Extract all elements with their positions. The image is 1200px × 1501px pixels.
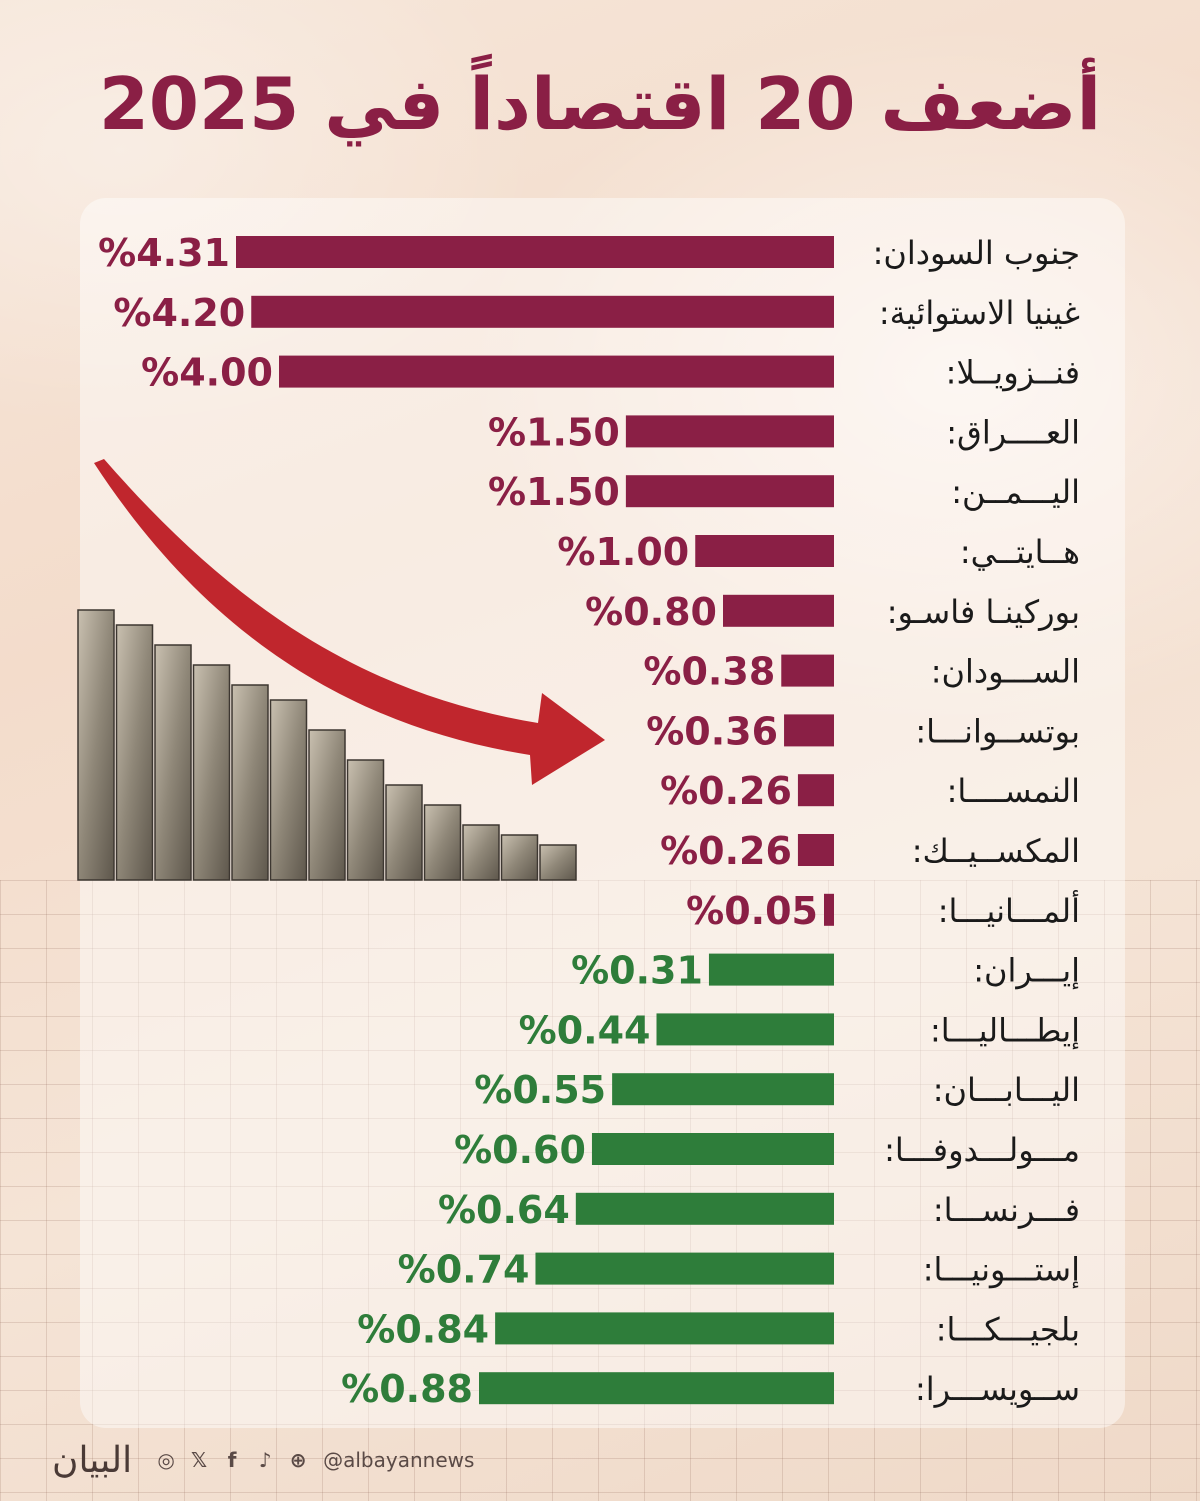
bar-15: [591, 1133, 834, 1165]
category-label-16: فـــرنســـا:: [933, 1191, 1080, 1229]
value-label-14: %0.55: [474, 1068, 606, 1112]
bar-13: [656, 1013, 834, 1046]
value-label-6: %0.80: [585, 590, 717, 634]
bar-5: [695, 535, 834, 567]
value-label-7: %0.38: [643, 650, 775, 694]
category-label-5: هــايتــي:: [960, 533, 1080, 571]
category-label-14: اليـــابـــان:: [933, 1071, 1080, 1109]
money-bar-3: [192, 664, 231, 881]
value-label-2: %4.00: [141, 351, 273, 395]
category-label-7: الســـودان:: [931, 653, 1080, 691]
bar-0: [236, 236, 834, 268]
down-arrow-icon: [94, 459, 605, 785]
money-bar-6: [308, 729, 346, 881]
social-handle[interactable]: @albayannews: [323, 1448, 475, 1472]
money-bar-4: [231, 684, 269, 881]
bar-18: [495, 1312, 834, 1345]
money-bar-5: [269, 699, 308, 881]
bar-12: [708, 953, 834, 986]
x-icon[interactable]: 𝕏: [191, 1448, 208, 1472]
category-label-19: ســويســـرا:: [915, 1370, 1080, 1408]
money-bar-0: [77, 609, 115, 881]
category-label-9: النمســــا:: [947, 772, 1080, 810]
category-label-1: غينيا الاستوائية:: [879, 294, 1080, 332]
bar-1: [251, 295, 834, 328]
bar-9: [797, 774, 834, 807]
value-label-17: %0.74: [398, 1248, 530, 1292]
value-label-1: %4.20: [113, 291, 245, 335]
value-label-10: %0.26: [660, 829, 792, 873]
bar-19: [479, 1372, 834, 1405]
social-icons: ◎ 𝕏 f ♪ ⊕ @albayannews: [154, 1448, 474, 1472]
bar-7: [781, 654, 834, 687]
facebook-icon[interactable]: f: [227, 1448, 237, 1472]
money-bar-2: [154, 644, 192, 881]
value-label-8: %0.36: [646, 709, 778, 753]
value-label-15: %0.60: [454, 1128, 586, 1172]
money-bar-10: [462, 824, 500, 881]
category-label-4: اليـــمــن:: [951, 473, 1080, 511]
category-label-0: جنوب السودان:: [873, 234, 1080, 272]
money-bars-illustration: [77, 609, 577, 881]
category-label-3: العــــراق:: [946, 413, 1080, 451]
bar-16: [575, 1192, 834, 1225]
value-label-13: %0.44: [519, 1008, 651, 1052]
bar-4: [625, 475, 834, 508]
category-label-12: إيـــران:: [973, 952, 1080, 990]
globe-icon[interactable]: ⊕: [289, 1448, 307, 1472]
footer: البيان ◎ 𝕏 f ♪ ⊕ @albayannews: [52, 1439, 474, 1481]
money-bar-7: [346, 759, 385, 881]
value-label-19: %0.88: [341, 1367, 473, 1411]
tiktok-icon[interactable]: ♪: [258, 1448, 272, 1472]
money-bar-9: [423, 804, 462, 881]
value-label-18: %0.84: [357, 1307, 489, 1351]
value-label-11: %0.05: [686, 889, 818, 933]
category-label-6: بوركينـا فاسـو:: [887, 593, 1080, 631]
value-label-0: %4.31: [98, 231, 230, 275]
value-label-3: %1.50: [488, 410, 620, 454]
bar-10: [797, 834, 834, 866]
value-label-12: %0.31: [571, 949, 703, 993]
value-label-16: %0.64: [438, 1188, 570, 1232]
bar-14: [612, 1073, 834, 1106]
value-label-5: %1.00: [557, 530, 689, 574]
category-label-11: ألمـــانيـــا:: [938, 890, 1080, 930]
bar-8: [784, 714, 834, 747]
money-bar-8: [385, 784, 423, 881]
brand-logo: البيان: [52, 1439, 133, 1481]
category-label-10: المكســيــك:: [912, 832, 1080, 870]
bar-11: [824, 893, 834, 926]
bar-2: [279, 355, 834, 388]
value-label-9: %0.26: [660, 769, 792, 813]
money-bar-12: [539, 844, 577, 881]
bar-6: [723, 594, 834, 627]
category-label-2: فنــزويــلا:: [946, 354, 1080, 392]
bar-17: [535, 1252, 834, 1285]
category-label-15: مـــولـــدوفـــا:: [884, 1131, 1080, 1169]
category-label-13: إيطـــاليـــا:: [930, 1011, 1080, 1049]
money-bar-11: [500, 834, 539, 881]
value-label-4: %1.50: [488, 470, 620, 514]
category-label-8: بوتســوانـــا:: [915, 712, 1080, 750]
instagram-icon[interactable]: ◎: [157, 1448, 175, 1472]
category-label-18: بلجيـــكـــا:: [936, 1310, 1080, 1348]
bar-3: [625, 415, 834, 448]
page-title: أضعف 20 اقتصاداً في 2025: [98, 62, 1102, 146]
money-bar-1: [115, 624, 154, 881]
category-label-17: إستـــونيـــا:: [923, 1251, 1080, 1289]
